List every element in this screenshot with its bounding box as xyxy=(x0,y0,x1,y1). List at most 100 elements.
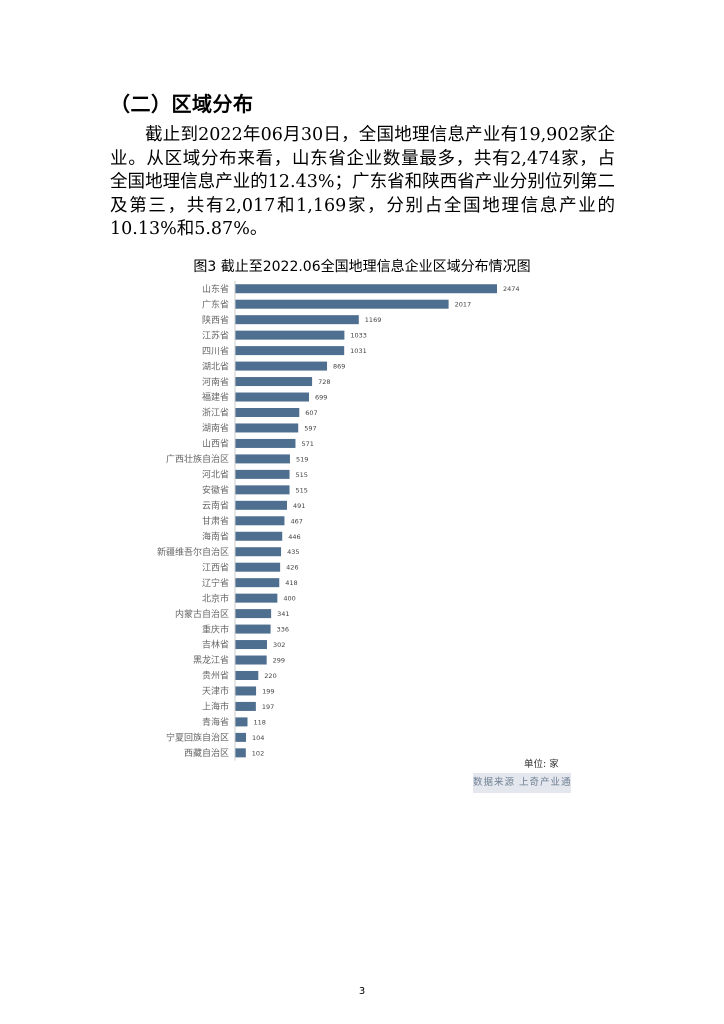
value-label: 102 xyxy=(252,749,264,757)
category-label: 福建省 xyxy=(202,391,229,403)
bar xyxy=(235,516,285,526)
value-label: 220 xyxy=(264,672,276,680)
bar-chart: 山东省 2474 广东省 2017 陕西省 1169 江苏省 1033 四川省 1031 湖北省 86… xyxy=(157,281,520,761)
category-label: 湖南省 xyxy=(202,422,229,434)
value-label: 435 xyxy=(287,548,299,556)
value-label: 418 xyxy=(285,579,297,587)
category-label: 吉林省 xyxy=(202,639,229,651)
bar xyxy=(235,392,310,402)
value-label: 571 xyxy=(301,440,313,448)
bar xyxy=(235,547,282,557)
value-label: 728 xyxy=(318,378,330,386)
category-label: 海南省 xyxy=(202,530,229,542)
value-label: 519 xyxy=(296,455,308,463)
bar xyxy=(235,624,271,634)
value-label: 597 xyxy=(304,424,316,432)
category-label: 云南省 xyxy=(202,500,229,512)
category-label: 湖北省 xyxy=(202,360,229,372)
category-label: 广西壮族自治区 xyxy=(166,453,229,465)
value-label: 869 xyxy=(333,363,345,371)
value-label: 1169 xyxy=(365,316,382,324)
category-label: 四川省 xyxy=(202,345,229,357)
value-label: 515 xyxy=(296,486,308,494)
bar xyxy=(235,346,345,356)
bar xyxy=(235,531,283,541)
value-label: 515 xyxy=(296,471,308,479)
value-label: 118 xyxy=(253,718,265,726)
category-label: 甘肃省 xyxy=(202,515,229,527)
unit-note: 单位: 家 xyxy=(524,759,559,770)
category-label: 宁夏回族自治区 xyxy=(166,732,229,744)
bar xyxy=(235,655,267,665)
bar xyxy=(235,701,256,711)
bar xyxy=(235,686,257,696)
bar xyxy=(235,670,259,680)
bar xyxy=(235,562,281,572)
bar xyxy=(235,330,345,340)
category-label: 山东省 xyxy=(202,283,229,295)
bar xyxy=(235,748,246,758)
bar xyxy=(235,640,267,650)
bar xyxy=(235,454,290,464)
data-source-badge: 数据来源 上奇产业通 xyxy=(473,773,571,793)
bar xyxy=(235,438,296,448)
category-label: 陕西省 xyxy=(202,314,229,326)
value-label: 699 xyxy=(315,394,327,402)
category-label: 安徽省 xyxy=(202,484,229,496)
category-label: 浙江省 xyxy=(202,407,229,419)
bar xyxy=(235,299,449,309)
bar xyxy=(235,609,272,619)
value-label: 446 xyxy=(288,533,300,541)
bar xyxy=(235,732,247,742)
value-label: 1033 xyxy=(350,332,367,340)
bar xyxy=(235,377,313,387)
bar xyxy=(235,423,299,433)
body-paragraph: 截止到2022年06月30日，全国地理信息产业有19,902家企业。从区域分布来… xyxy=(110,125,615,239)
value-label: 302 xyxy=(273,641,285,649)
category-label: 河南省 xyxy=(202,376,229,388)
value-label: 426 xyxy=(286,564,298,572)
value-label: 341 xyxy=(277,610,289,618)
category-label: 贵州省 xyxy=(202,670,229,682)
category-label: 北京市 xyxy=(202,592,229,604)
bar xyxy=(235,593,278,603)
value-label: 491 xyxy=(293,502,305,510)
bar xyxy=(235,485,290,495)
value-label: 2474 xyxy=(503,285,520,293)
bar xyxy=(235,500,287,510)
bar xyxy=(235,717,248,727)
bar xyxy=(235,315,359,325)
category-label: 西藏自治区 xyxy=(184,747,229,759)
bar xyxy=(235,361,328,371)
category-label: 青海省 xyxy=(202,716,229,728)
category-label: 江西省 xyxy=(202,561,229,573)
category-label: 黑龙江省 xyxy=(193,654,229,666)
value-label: 467 xyxy=(290,517,302,525)
category-label: 江苏省 xyxy=(202,329,229,341)
value-label: 400 xyxy=(283,595,295,603)
bar xyxy=(235,284,497,294)
value-label: 299 xyxy=(273,657,285,665)
category-label: 河北省 xyxy=(202,469,229,481)
value-label: 336 xyxy=(277,626,289,634)
value-label: 197 xyxy=(262,703,274,711)
category-label: 广东省 xyxy=(202,298,229,310)
value-label: 2017 xyxy=(455,301,472,309)
bar xyxy=(235,469,290,479)
category-label: 天津市 xyxy=(202,685,229,697)
category-label: 上海市 xyxy=(202,701,229,713)
bar xyxy=(235,578,280,588)
figure-caption: 图3 截止至2022.06全国地理信息企业区域分布情况图 xyxy=(193,259,531,275)
category-label: 重庆市 xyxy=(202,623,229,635)
value-label: 199 xyxy=(262,687,274,695)
value-label: 1031 xyxy=(350,347,367,355)
section-heading: （二）区域分布 xyxy=(110,92,254,116)
value-label: 104 xyxy=(252,734,264,742)
bar xyxy=(235,407,300,417)
category-label: 山西省 xyxy=(202,438,229,450)
category-label: 内蒙古自治区 xyxy=(175,608,229,620)
value-label: 607 xyxy=(305,409,317,417)
category-label: 辽宁省 xyxy=(202,577,229,589)
page-number: 3 xyxy=(358,986,366,997)
category-label: 新疆维吾尔自治区 xyxy=(157,546,229,558)
